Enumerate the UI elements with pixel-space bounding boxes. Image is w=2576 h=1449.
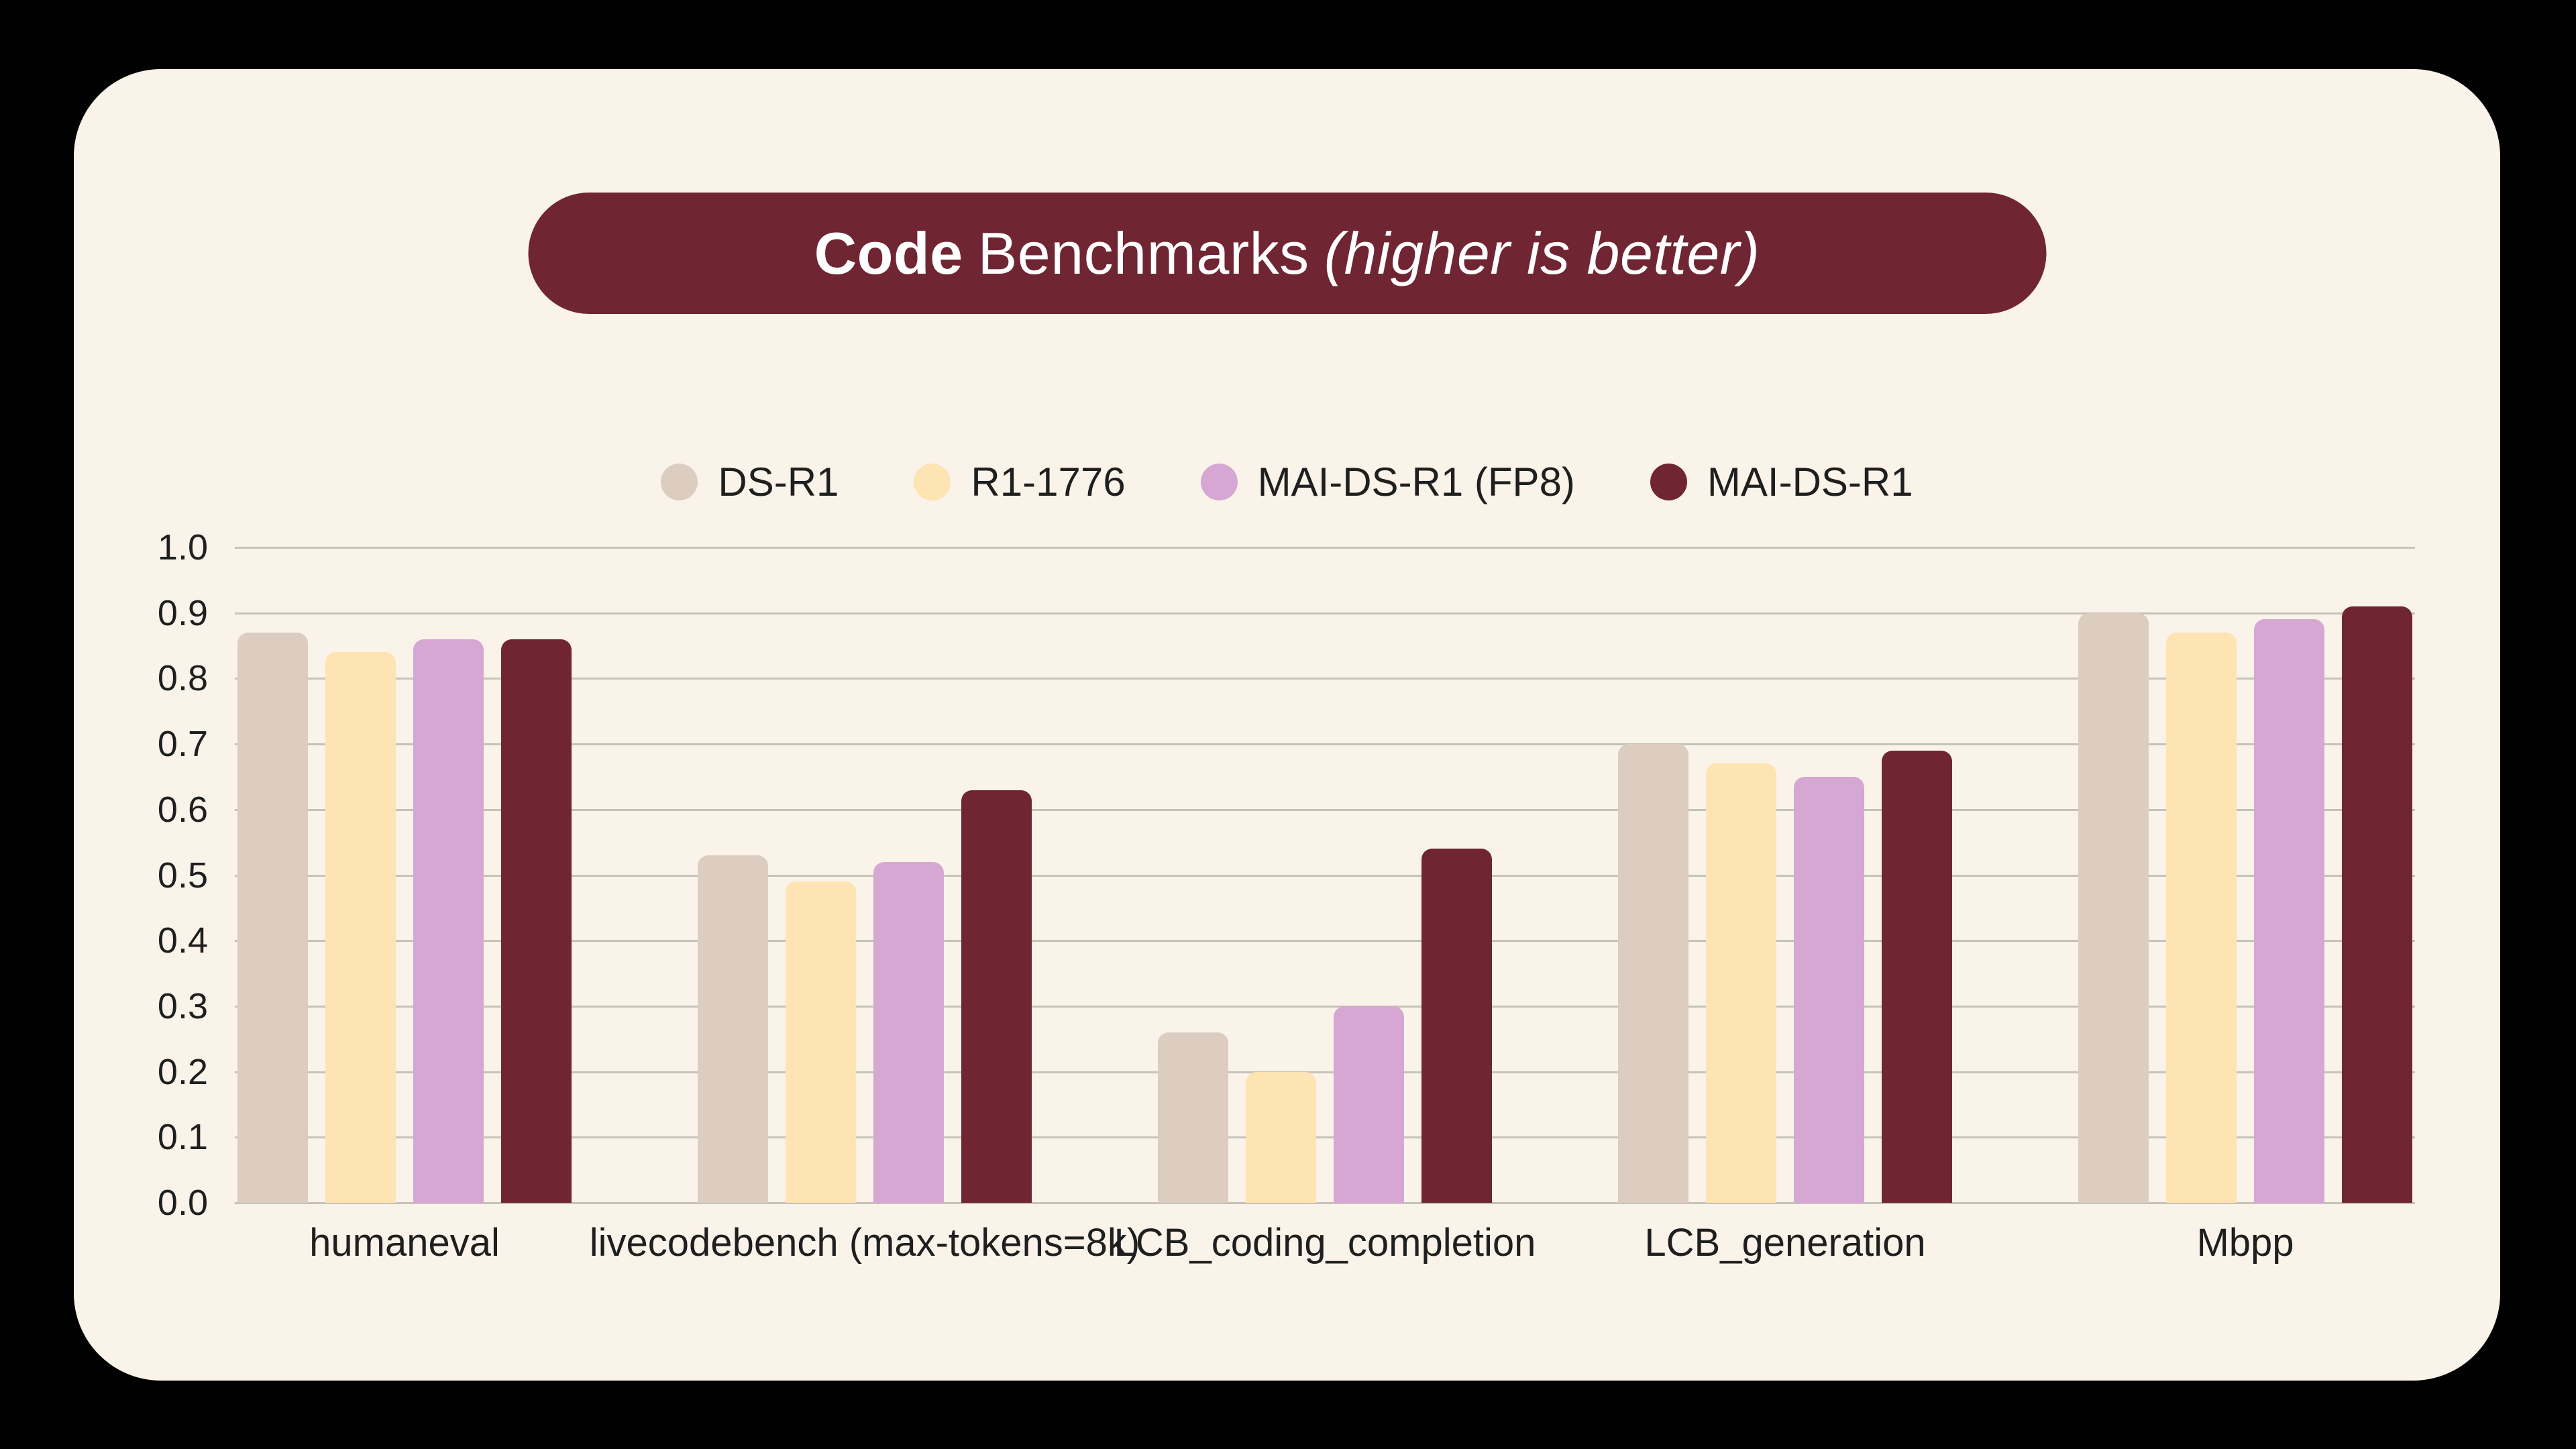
y-tick-label: 0.5: [157, 855, 208, 896]
bar-r1-1776: [1246, 1071, 1316, 1203]
x-axis-label: LCB_generation: [1644, 1221, 1926, 1265]
legend-swatch-icon: [661, 463, 698, 500]
x-axis-label: humaneval: [309, 1221, 500, 1265]
bar-mai-ds-r1-fp8-: [1794, 776, 1864, 1203]
bar-group-humaneval: humaneval: [237, 547, 572, 1265]
x-axis-label: livecodebench (max-tokens=8k): [589, 1221, 1140, 1265]
y-tick-label: 0.9: [157, 592, 208, 633]
y-tick-label: 0.8: [157, 658, 208, 699]
chart-panel: Code Benchmarks (higher is better) DS-R1…: [74, 69, 2500, 1381]
y-tick-label: 0.0: [157, 1183, 208, 1223]
legend-swatch-icon: [1200, 463, 1238, 500]
y-tick-label: 0.6: [157, 789, 208, 830]
gridline: [235, 1005, 2415, 1008]
legend-item-ds-r1: DS-R1: [661, 459, 839, 505]
bar-ds-r1: [698, 855, 768, 1203]
legend-label: DS-R1: [718, 459, 839, 504]
bar-groups: humaneval livecodebench (max-tokens=8k) LC…: [237, 547, 2412, 1265]
bar-mai-ds-r1-fp8-: [413, 639, 484, 1203]
bar-mai-ds-r1: [961, 790, 1032, 1203]
plot-area: 1.0 0.9 0.8 0.7 0.6 0.5 0.4 0.3 0.2 0.1 0.0 humane…: [158, 527, 2415, 1265]
bar-r1-1776: [325, 652, 396, 1203]
y-tick-label: 0.2: [157, 1051, 208, 1092]
bar-r1-1776: [1706, 763, 1776, 1203]
gridline: [235, 874, 2415, 877]
bar-group-livecodebench-max-tokens-8k-: livecodebench (max-tokens=8k): [590, 547, 1140, 1265]
bar-mai-ds-r1-fp8-: [873, 861, 944, 1203]
bar-mai-ds-r1: [2342, 606, 2412, 1203]
y-tick-label: 0.4: [157, 920, 208, 961]
legend-item-mai-ds-r1: MAI-DS-R1: [1650, 459, 1913, 505]
chart-legend: DS-R1 R1-1776 MAI-DS-R1 (FP8) MAI-DS-R1: [74, 458, 2500, 505]
gridline: [235, 678, 2415, 680]
gridline: [235, 612, 2415, 614]
bar-group-mbpp: Mbpp: [2078, 547, 2412, 1265]
legend-swatch-icon: [914, 463, 951, 500]
bar-ds-r1: [2078, 612, 2149, 1203]
gridline: [235, 1136, 2415, 1139]
gridline: [235, 547, 2415, 549]
gridline: [235, 808, 2415, 811]
chart-title-bold: Code: [814, 219, 963, 286]
bar-group-lcb-coding-completion: LCB_coding_completion: [1114, 547, 1536, 1265]
chart-title-italic: (higher is better): [1324, 219, 1760, 286]
x-axis-label: LCB_coding_completion: [1114, 1221, 1536, 1265]
legend-item-r1-1776: R1-1776: [914, 459, 1126, 505]
legend-item-mai-ds-r1-fp8-: MAI-DS-R1 (FP8): [1200, 459, 1575, 505]
bar-mai-ds-r1: [501, 639, 572, 1203]
bar-ds-r1: [1158, 1032, 1228, 1203]
y-tick-label: 0.1: [157, 1117, 208, 1158]
gridline: [235, 1071, 2415, 1073]
bar-r1-1776: [2166, 633, 2237, 1203]
legend-swatch-icon: [1650, 463, 1687, 500]
bar-mai-ds-r1: [1882, 750, 1952, 1203]
bar-ds-r1: [1618, 744, 1688, 1203]
legend-label: MAI-DS-R1: [1707, 459, 1913, 504]
gridline: [235, 940, 2415, 943]
bar-mai-ds-r1-fp8-: [1334, 1006, 1404, 1203]
gridline: [235, 743, 2415, 746]
legend-label: R1-1776: [971, 459, 1126, 504]
y-tick-label: 0.7: [157, 724, 208, 765]
legend-label: MAI-DS-R1 (FP8): [1257, 459, 1575, 504]
chart-title-banner: Code Benchmarks (higher is better): [528, 193, 2046, 314]
gridline: [235, 1202, 2415, 1204]
y-tick-label: 0.3: [157, 985, 208, 1026]
bar-r1-1776: [786, 881, 856, 1203]
chart-title-regular: Benchmarks: [977, 219, 1309, 286]
y-tick-label: 1.0: [157, 527, 208, 568]
bar-ds-r1: [237, 633, 308, 1203]
x-axis-label: Mbpp: [2196, 1221, 2294, 1265]
bar-mai-ds-r1: [1421, 849, 1492, 1203]
bar-mai-ds-r1-fp8-: [2254, 619, 2324, 1203]
bar-group-lcb-generation: LCB_generation: [1618, 547, 1952, 1265]
